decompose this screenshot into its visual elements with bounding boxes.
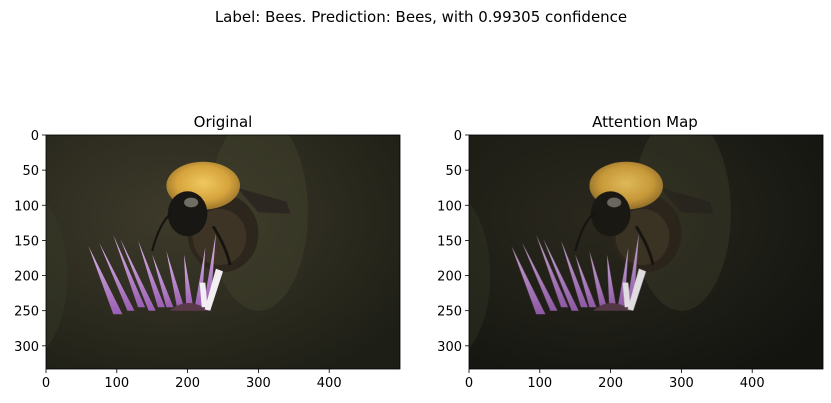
axes-title-attention-map: Attention Map <box>592 113 698 131</box>
x-tick-label-attention-map-0: 0 <box>465 376 473 391</box>
y-tick-label-original-50: 50 <box>22 164 39 179</box>
x-tick-label-attention-map-400: 400 <box>740 376 765 391</box>
x-tick-label-original-200: 200 <box>175 376 200 391</box>
image-attention-map <box>405 114 823 369</box>
subplot-original: Original 0 100 200 300 400 0 50 100 150 200 250 300 <box>0 113 400 391</box>
y-tick-label-attention-map-100: 100 <box>437 199 462 214</box>
x-tick-label-original-100: 100 <box>104 376 129 391</box>
y-tick-label-original-300: 300 <box>14 340 39 355</box>
y-tick-label-attention-map-0: 0 <box>454 129 462 144</box>
x-tick-label-original-300: 300 <box>246 376 271 391</box>
image-original <box>0 114 400 369</box>
y-tick-label-original-100: 100 <box>14 199 39 214</box>
y-tick-label-original-150: 150 <box>14 234 39 249</box>
y-tick-label-attention-map-150: 150 <box>437 234 462 249</box>
y-tick-label-attention-map-250: 250 <box>437 305 462 320</box>
subplot-attention-map: Attention Map 0 100 200 300 400 0 50 100 150 200 2… <box>405 113 823 391</box>
y-tick-label-attention-map-200: 200 <box>437 270 462 285</box>
x-tick-label-attention-map-300: 300 <box>669 376 694 391</box>
figure-suptitle: Label: Bees. Prediction: Bees, with 0.99… <box>215 8 627 26</box>
x-tick-label-original-400: 400 <box>317 376 342 391</box>
y-tick-label-original-200: 200 <box>14 270 39 285</box>
axes-title-original: Original <box>194 113 253 131</box>
y-tick-label-attention-map-300: 300 <box>437 340 462 355</box>
y-tick-label-original-0: 0 <box>31 129 39 144</box>
y-tick-label-attention-map-50: 50 <box>445 164 462 179</box>
x-tick-label-original-0: 0 <box>42 376 50 391</box>
x-tick-label-attention-map-100: 100 <box>527 376 552 391</box>
x-tick-label-attention-map-200: 200 <box>598 376 623 391</box>
y-tick-label-original-250: 250 <box>14 305 39 320</box>
